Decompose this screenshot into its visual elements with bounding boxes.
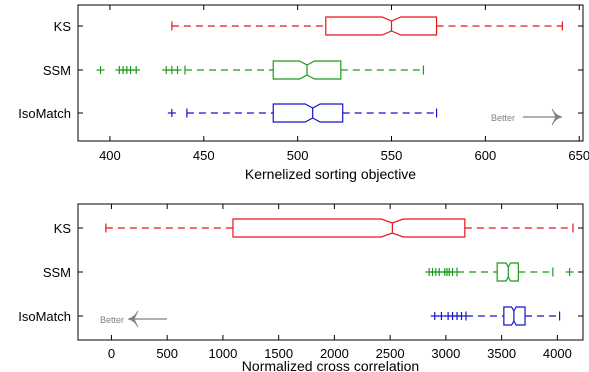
x-tick-label: 550 [381, 148, 403, 163]
x-tick-label: 1000 [208, 346, 237, 361]
notched-box [272, 103, 344, 123]
outlier-marker [437, 312, 446, 320]
x-tick-label: 2500 [376, 346, 405, 361]
notched-box [496, 262, 519, 282]
chart-panel-2: 0 500 1000 1500 2000 2500 3000 3500 4000 Normaliz… [18, 203, 584, 372]
x-tick-label: 3000 [431, 346, 460, 361]
notched-box [325, 16, 438, 36]
outlier-marker [430, 312, 439, 320]
x-tick-label: 600 [475, 148, 497, 163]
category-label: KS [54, 19, 72, 34]
plot-frame [77, 4, 584, 142]
notched-box [232, 218, 466, 238]
x-tick-label: 450 [193, 148, 215, 163]
x-tick-label: 400 [99, 148, 121, 163]
x-tick-label: 4000 [543, 346, 572, 361]
x-axis-label: Normalized cross correlation [242, 358, 419, 372]
outlier-marker [173, 66, 182, 74]
outlier-marker [132, 66, 141, 74]
outlier-marker [457, 312, 466, 320]
outlier-marker [448, 268, 457, 276]
x-tick-label: 500 [156, 346, 178, 361]
x-tick-label: 650 [568, 148, 589, 163]
x-tick-label: 3500 [487, 346, 516, 361]
x-tick-label: 1500 [264, 346, 293, 361]
category-label: KS [54, 221, 72, 236]
better-annotation: Better [491, 108, 563, 126]
x-tick-label: 500 [287, 148, 309, 163]
notched-box [503, 306, 526, 326]
boxplot-ssm: SSM [43, 262, 583, 282]
category-label: SSM [43, 265, 71, 280]
outlier-marker [167, 109, 176, 117]
boxplot-ks: KS [54, 16, 583, 36]
category-label: SSM [43, 63, 71, 78]
better-arrow-head [551, 108, 563, 126]
better-annotation: Better [100, 310, 167, 328]
outlier-marker [96, 66, 105, 74]
better-label: Better [100, 315, 124, 325]
x-tick-label: 0 [108, 346, 115, 361]
outlier-marker [565, 268, 574, 276]
boxplot-ssm: SSM [43, 60, 583, 80]
better-label: Better [491, 113, 515, 123]
boxplot-isomatch: IsoMatch [18, 306, 583, 326]
better-arrow-head [127, 310, 139, 328]
x-axis-label: Kernelized sorting objective [245, 166, 416, 182]
chart-panel-1: 400 450 500 550 600 650 Kernelized sorting obj… [18, 4, 589, 182]
category-label: IsoMatch [18, 309, 71, 324]
x-tick-label: 2000 [320, 346, 349, 361]
notched-box [272, 60, 342, 80]
category-label: IsoMatch [18, 106, 71, 121]
boxplot-isomatch: IsoMatch [18, 103, 583, 123]
boxplot-ks: KS [54, 218, 583, 238]
